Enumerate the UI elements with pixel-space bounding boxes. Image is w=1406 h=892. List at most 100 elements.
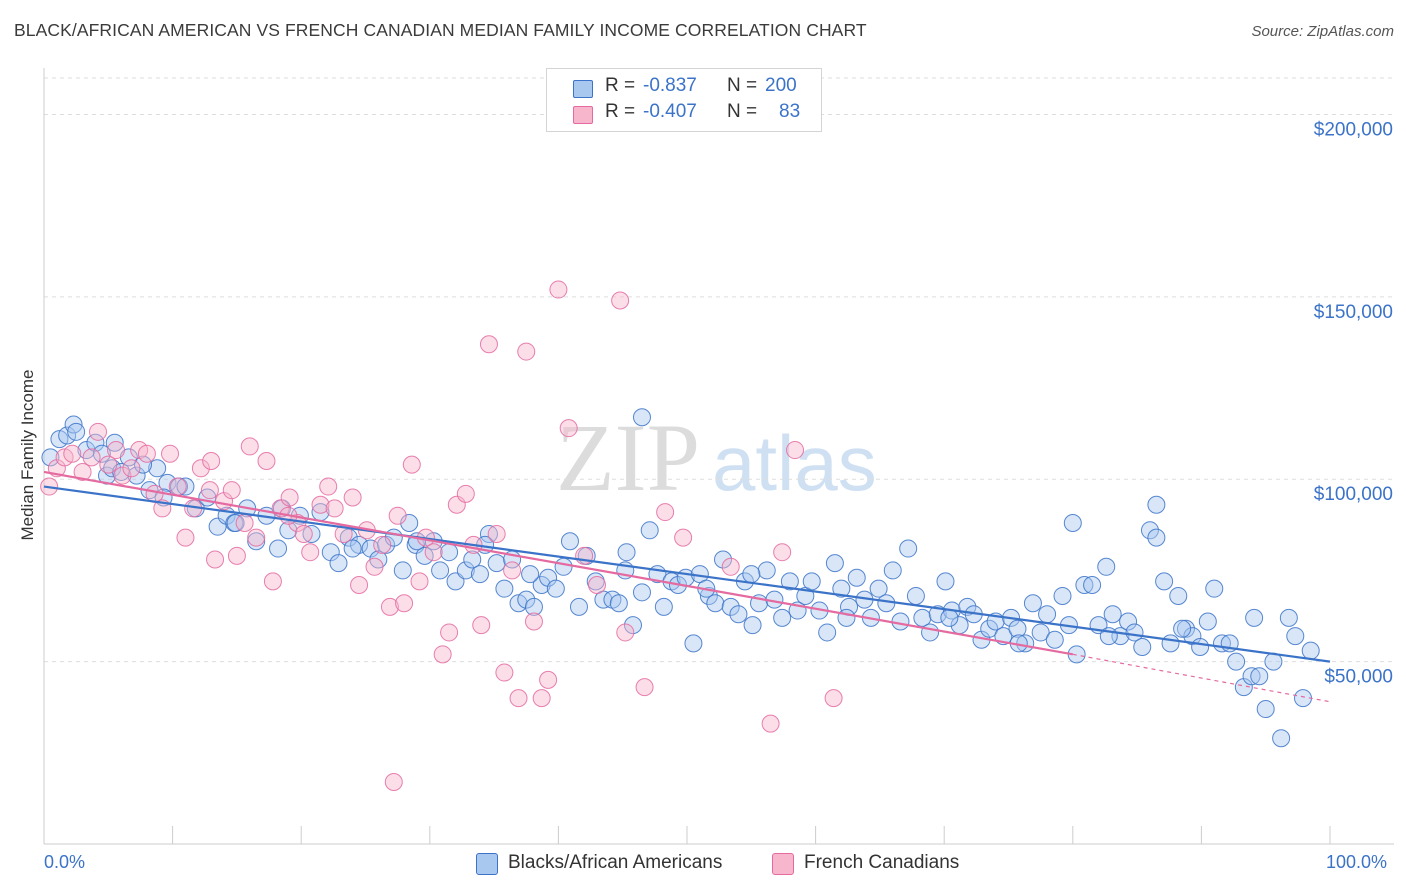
blue-point	[176, 477, 195, 496]
blue-point	[1031, 623, 1050, 642]
watermark-zip: ZIP	[556, 404, 700, 511]
blue-point	[1198, 612, 1217, 631]
blue-point	[554, 557, 573, 576]
blue-point	[1147, 528, 1166, 547]
pink-point	[82, 448, 101, 467]
stats-row-pink: R = -0.407 N = 83	[547, 101, 821, 127]
blue-point	[632, 583, 651, 602]
blue-point	[609, 594, 628, 613]
blue-point	[546, 579, 565, 598]
pink-point	[402, 455, 421, 474]
blue-point	[742, 565, 761, 584]
pink-point	[517, 342, 536, 361]
blue-point	[640, 521, 659, 540]
blue-point	[400, 514, 419, 533]
pink-point	[319, 477, 338, 496]
blue-point	[86, 433, 105, 452]
pink-point	[786, 441, 805, 460]
blue-point	[67, 422, 86, 441]
source-label: Source: ZipAtlas.com	[1251, 23, 1394, 40]
pink-point	[424, 543, 443, 562]
blue-point	[699, 586, 718, 605]
pink-point	[824, 689, 843, 708]
pink-point	[350, 576, 369, 595]
pink-point	[240, 437, 259, 456]
blue-point	[524, 597, 543, 616]
pink-point	[674, 528, 693, 547]
pink-point	[410, 572, 429, 591]
blue-point	[1083, 576, 1102, 595]
pink-point	[433, 645, 452, 664]
pink-point	[191, 459, 210, 478]
blue-point	[684, 634, 703, 653]
pink-point	[384, 772, 403, 791]
pink-point	[495, 663, 514, 682]
pink-point	[656, 503, 675, 522]
blue-point	[446, 572, 465, 591]
blue-point	[158, 473, 177, 492]
pink-point	[137, 444, 156, 463]
blue-point	[569, 597, 588, 616]
blue-point	[517, 590, 536, 609]
blue-point	[64, 415, 83, 434]
pink-point	[200, 481, 219, 500]
blue-point	[928, 605, 947, 624]
blue-point	[1279, 608, 1298, 627]
stats-box: R = -0.837 N = 200 R = -0.407 N = 83	[546, 68, 822, 132]
pink-point	[721, 557, 740, 576]
pink-point	[539, 670, 558, 689]
blue-trend-line	[43, 485, 1331, 663]
blue-point	[105, 433, 124, 452]
pink-point	[635, 678, 654, 697]
blue-swatch	[476, 853, 498, 875]
blue-point	[58, 426, 77, 445]
pink-point	[373, 535, 392, 554]
blue-point	[877, 594, 896, 613]
blue-point	[41, 448, 60, 467]
blue-point	[757, 561, 776, 580]
pink-point	[161, 444, 180, 463]
blue-point	[1075, 576, 1094, 595]
y-tick-label: $200,000	[1314, 119, 1393, 140]
blue-point	[825, 554, 844, 573]
pink-point	[616, 623, 635, 642]
blue-point	[780, 572, 799, 591]
blue-point	[1133, 638, 1152, 657]
blue-point	[487, 554, 506, 573]
blue-point	[279, 521, 298, 540]
blue-point	[869, 579, 888, 598]
blue-point	[377, 535, 396, 554]
pink-point	[247, 528, 266, 547]
blue-point	[1173, 619, 1192, 638]
blue-point	[1242, 667, 1261, 686]
pink-trend-extension	[1072, 653, 1331, 703]
blue-point	[302, 524, 321, 543]
blue-point	[1286, 627, 1305, 646]
pink-point	[202, 452, 221, 470]
pink-point	[611, 291, 630, 310]
pink-point	[532, 689, 551, 708]
pink-point	[456, 484, 475, 503]
blue-point	[936, 572, 955, 591]
watermark-atlas: atlas	[712, 419, 877, 507]
pink-point	[73, 462, 92, 481]
blue-point	[921, 623, 940, 642]
blue-point	[470, 565, 489, 584]
blue-point	[940, 608, 959, 627]
chart-title: BLACK/AFRICAN AMERICAN VS FRENCH CANADIA…	[14, 20, 867, 40]
blue-point	[1161, 634, 1180, 653]
pink-point	[222, 481, 241, 500]
blue-point	[415, 546, 434, 565]
pink-point	[503, 561, 522, 580]
blue-point	[431, 561, 450, 580]
pink-point	[343, 488, 362, 507]
blue-point	[521, 565, 540, 584]
blue-point	[134, 455, 153, 474]
blue-point	[329, 554, 348, 573]
pink-point	[479, 335, 498, 354]
pink-point	[440, 623, 459, 642]
n-label: N =	[727, 75, 758, 96]
pink-point	[311, 495, 330, 514]
stats-row-blue: R = -0.837 N = 200	[547, 75, 821, 101]
